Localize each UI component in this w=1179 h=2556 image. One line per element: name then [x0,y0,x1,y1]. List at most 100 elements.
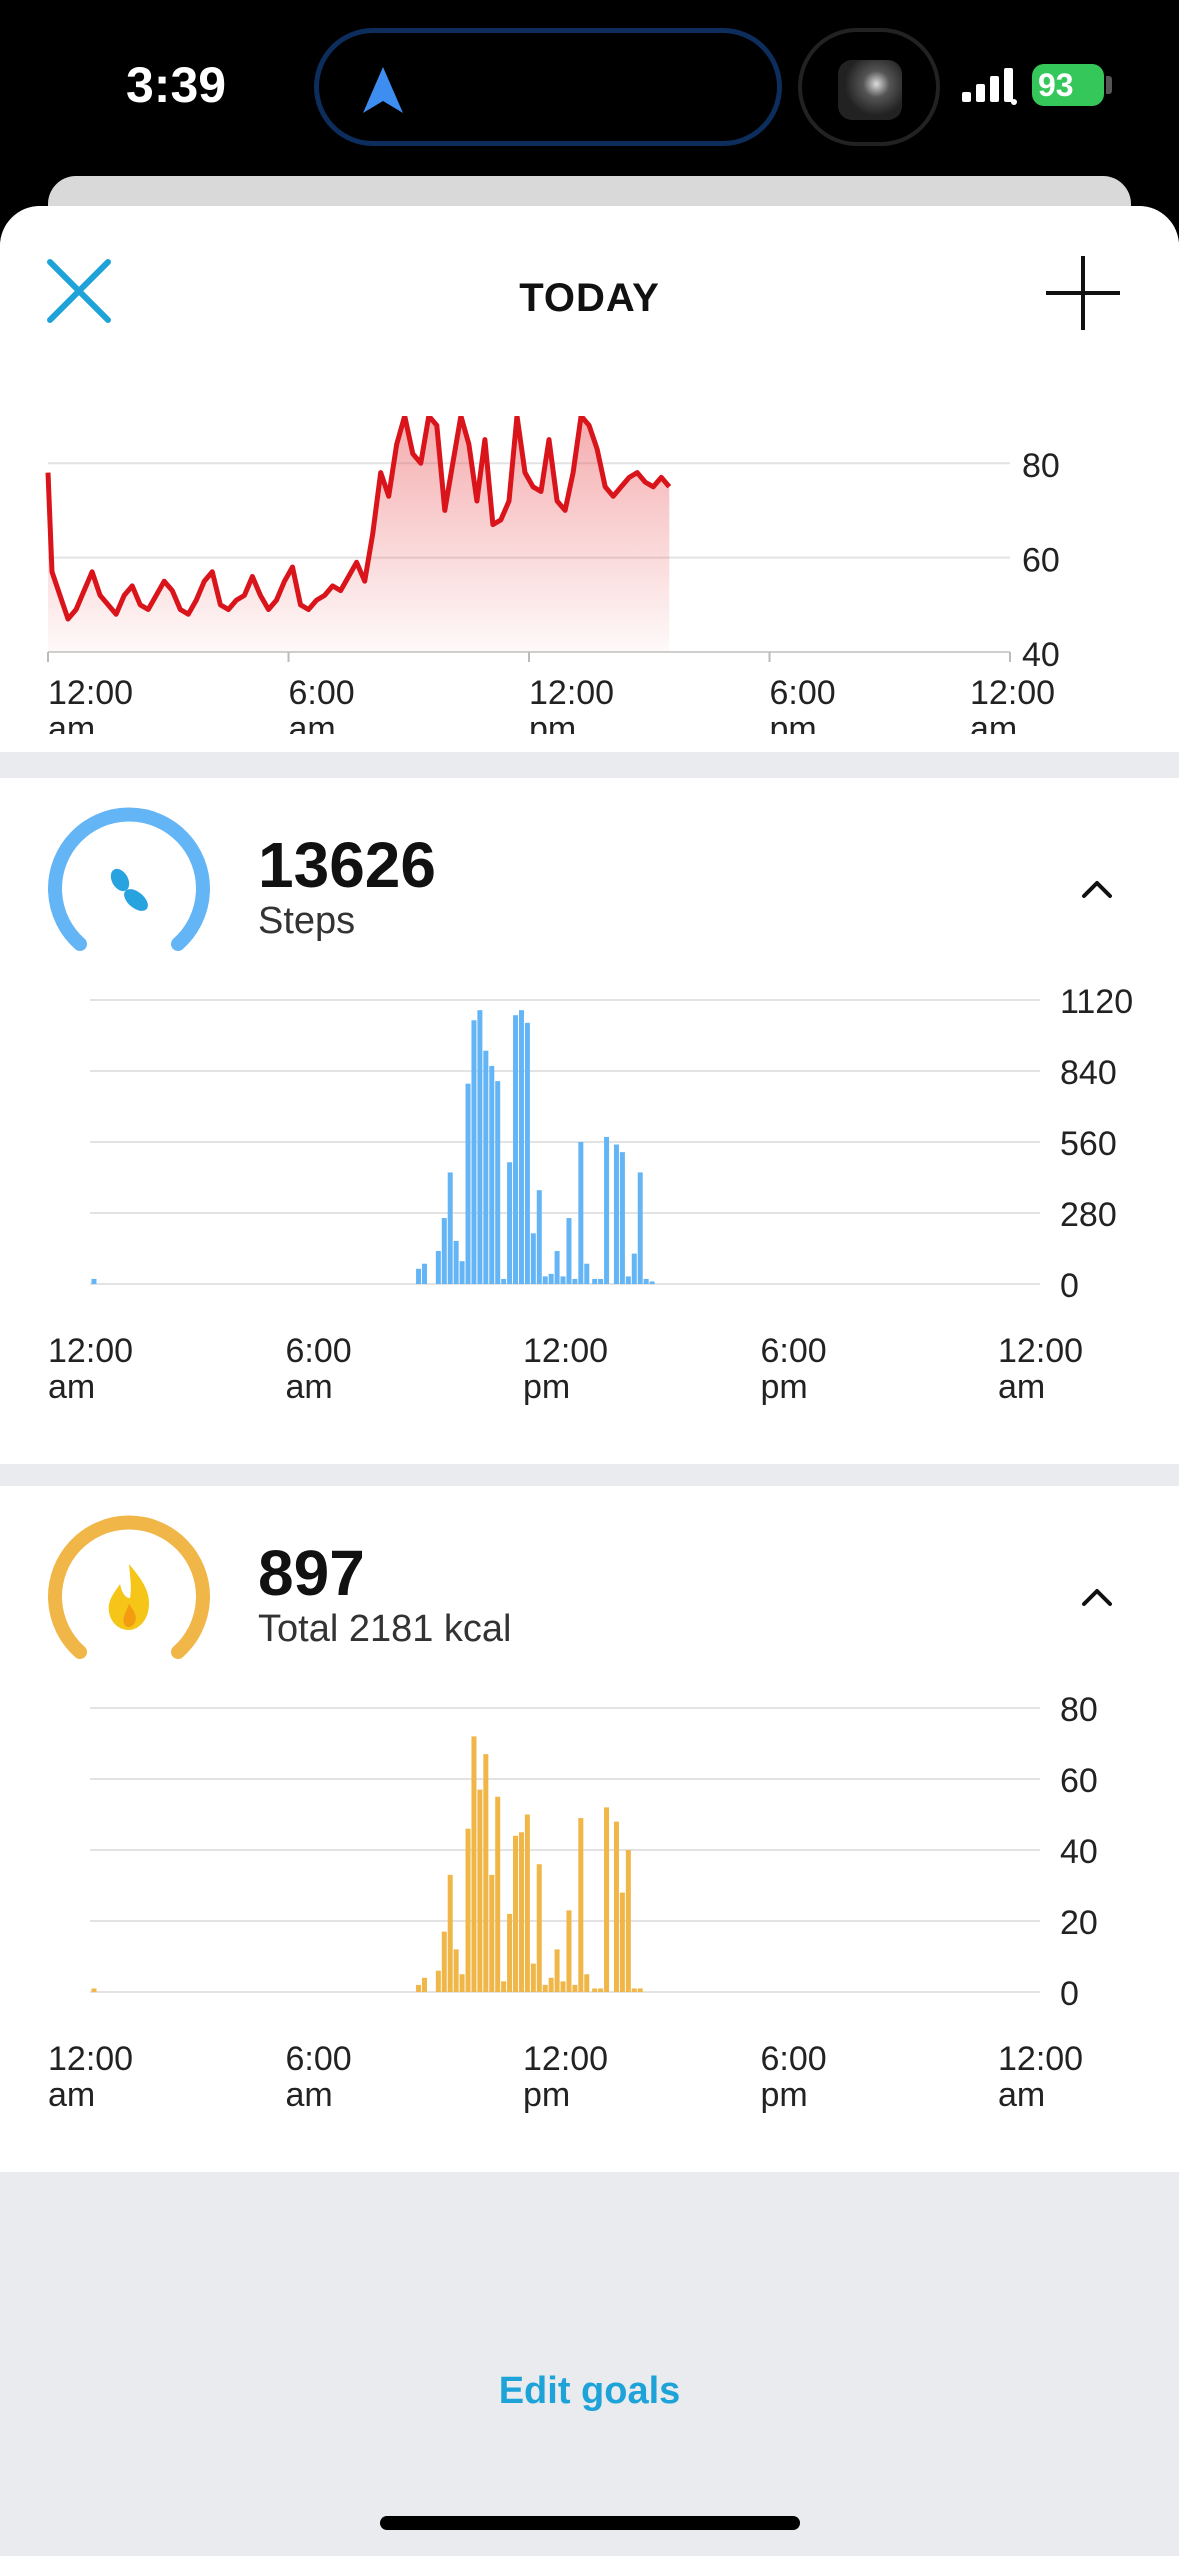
heart-x-tick-label: 12:00 am [970,674,1055,734]
steps-bar [435,1251,441,1284]
cal-bar [518,1832,524,1992]
steps-x-tick-label: 6:00 pm [761,1332,827,1406]
steps-bar [471,1020,477,1284]
cal-y-tick: 80 [1060,1696,1098,1729]
steps-y-tick: 840 [1060,1054,1117,1092]
heart-y-tick: 60 [1022,542,1060,580]
cal-y-tick: 20 [1060,1904,1098,1942]
cal-bar [477,1789,483,1992]
cal-bar [435,1970,441,1992]
steps-bar [530,1233,536,1284]
cal-bar [578,1818,584,1992]
steps-chart: 1120 840 560 280 0 12:00 am 6:00 am 12:00 pm 6:00 p… [48,988,1133,1406]
calories-chart: 80 60 40 20 0 12:00 am 6:00 am 12:00 pm 6:00 pm 12:0… [48,1696,1098,2114]
cal-x-tick-label: 6:00 pm [761,2040,827,2114]
steps-bar [566,1218,572,1284]
today-sheet: TODAY 80 60 40 12:00 am 6:00 am 12:00 pm 6:00 pm 1… [0,206,1179,2556]
steps-bar [489,1065,495,1284]
heart-rate-area [48,416,670,652]
steps-bar [524,1022,530,1284]
home-indicator[interactable] [380,2516,800,2530]
dynamic-island-activity[interactable] [798,28,940,146]
heart-x-tick-label: 6:00 am [289,674,355,734]
steps-bar [518,1010,524,1284]
steps-bar [578,1142,584,1284]
steps-x-tick-label: 6:00 am [286,1332,352,1406]
steps-bar [649,1281,655,1284]
steps-bar [507,1162,513,1284]
steps-bar [637,1172,643,1284]
battery-level: 93 [1038,67,1074,103]
status-time: 3:39 [126,57,227,113]
cal-x-tick-label: 12:00 am [48,2040,133,2114]
cal-bar [489,1874,495,1992]
calories-total-label: Total 2181 kcal [258,1608,512,1650]
steps-bar [554,1251,560,1284]
cal-bar [637,1988,643,1992]
steps-bar [619,1152,625,1284]
cal-bar [604,1807,610,1992]
steps-bar [483,1050,489,1284]
cal-bar [554,1949,560,1992]
cal-bar [613,1821,619,1992]
steps-bar [421,1263,427,1284]
cal-bar [501,1981,507,1992]
steps-bar [560,1276,566,1284]
cal-bar [91,1988,97,1992]
steps-value: 13626 [258,829,436,901]
chevron-up-icon[interactable] [1078,870,1116,908]
cal-bar [441,1931,447,1992]
steps-bar [459,1261,465,1284]
steps-bar [604,1136,610,1284]
cal-bar [483,1754,489,1992]
cal-bar [560,1981,566,1992]
calories-value: 897 [258,1537,365,1609]
cal-bar [572,1984,578,1992]
heart-x-tick-label: 12:00 am [48,674,133,734]
dynamic-island[interactable] [314,28,782,146]
close-icon[interactable] [44,256,114,326]
cal-bar [421,1977,427,1992]
cal-bar [542,1984,548,1992]
steps-bar [592,1278,598,1284]
steps-y-tick: 280 [1060,1196,1117,1234]
steps-bar [542,1276,548,1284]
cal-y-tick: 60 [1060,1762,1098,1800]
steps-bar [643,1278,649,1284]
cal-bar [530,1963,536,1992]
steps-ring-icon [48,807,210,951]
steps-card: 13626 Steps 1120 840 560 280 0 12:00 am 6:00 am… [0,778,1179,1464]
chevron-up-icon[interactable] [1078,1578,1116,1616]
cal-bar [416,1984,422,1992]
steps-bar [453,1240,459,1284]
heart-y-tick: 80 [1022,447,1060,485]
steps-bar [631,1253,637,1284]
steps-bar [441,1218,447,1284]
steps-bar [501,1278,507,1284]
steps-bar [584,1263,590,1284]
steps-bar [465,1083,471,1284]
cal-bar [495,1796,501,1992]
add-icon[interactable] [1042,252,1124,334]
steps-bar [477,1010,483,1284]
status-bar: 3:39 93 [0,0,1179,170]
heart-rate-chart: 80 60 40 12:00 am 6:00 am 12:00 pm 6:00 pm 12:00 am [45,416,1060,734]
cal-bar [507,1913,513,1992]
heart-x-tick-label: 12:00 pm [529,674,614,734]
signal-icon [962,68,1017,105]
heart-x-tick-label: 6:00 pm [770,674,836,734]
cal-bar [513,1835,519,1992]
steps-bar [513,1015,519,1284]
steps-bar [598,1278,604,1284]
cal-x-tick-label: 6:00 am [286,2040,352,2114]
media-thumbnail-icon [838,60,902,120]
cal-bar [631,1988,637,1992]
steps-bar [572,1278,578,1284]
heart-rate-line [45,416,672,622]
battery-cap [1106,76,1112,94]
steps-x-tick-label: 12:00 pm [523,1332,608,1406]
edit-goals-button[interactable]: Edit goals [498,2370,681,2412]
heart-y-tick: 40 [1022,636,1060,674]
steps-x-tick-label: 12:00 am [998,1332,1083,1406]
cal-bar [625,1850,631,1992]
